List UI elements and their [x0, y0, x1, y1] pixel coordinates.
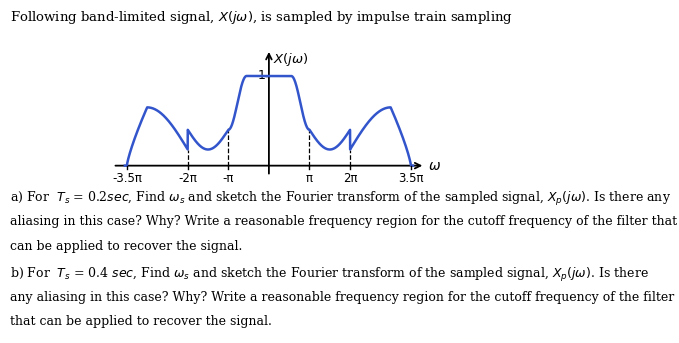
Text: -2π: -2π	[179, 173, 197, 185]
Text: b) For  $T_s$ = 0.4 $sec$, Find $\omega_s$ and sketch the Fourier transform of t: b) For $T_s$ = 0.4 $sec$, Find $\omega_s…	[10, 266, 649, 284]
Text: $\omega$: $\omega$	[428, 159, 441, 173]
Text: 2π: 2π	[343, 173, 357, 185]
Text: 1: 1	[258, 70, 265, 82]
Text: can be applied to recover the signal.: can be applied to recover the signal.	[10, 240, 242, 253]
Text: aliasing in this case? Why? Write a reasonable frequency region for the cutoff f: aliasing in this case? Why? Write a reas…	[10, 215, 678, 228]
Text: any aliasing in this case? Why? Write a reasonable frequency region for the cuto: any aliasing in this case? Why? Write a …	[10, 291, 674, 304]
Text: 3.5π: 3.5π	[398, 173, 424, 185]
Text: a) For  $T_s$ = 0.2$sec$, Find $\omega_s$ and sketch the Fourier transform of th: a) For $T_s$ = 0.2$sec$, Find $\omega_s$…	[10, 190, 672, 208]
Text: Following band-limited signal, $X(j\omega)$, is sampled by impulse train samplin: Following band-limited signal, $X(j\omeg…	[10, 9, 513, 26]
Text: -π: -π	[223, 173, 234, 185]
Text: -3.5π: -3.5π	[112, 173, 142, 185]
Text: π: π	[306, 173, 313, 185]
Text: $X(j\omega)$: $X(j\omega)$	[273, 51, 308, 68]
Text: that can be applied to recover the signal.: that can be applied to recover the signa…	[10, 315, 272, 328]
